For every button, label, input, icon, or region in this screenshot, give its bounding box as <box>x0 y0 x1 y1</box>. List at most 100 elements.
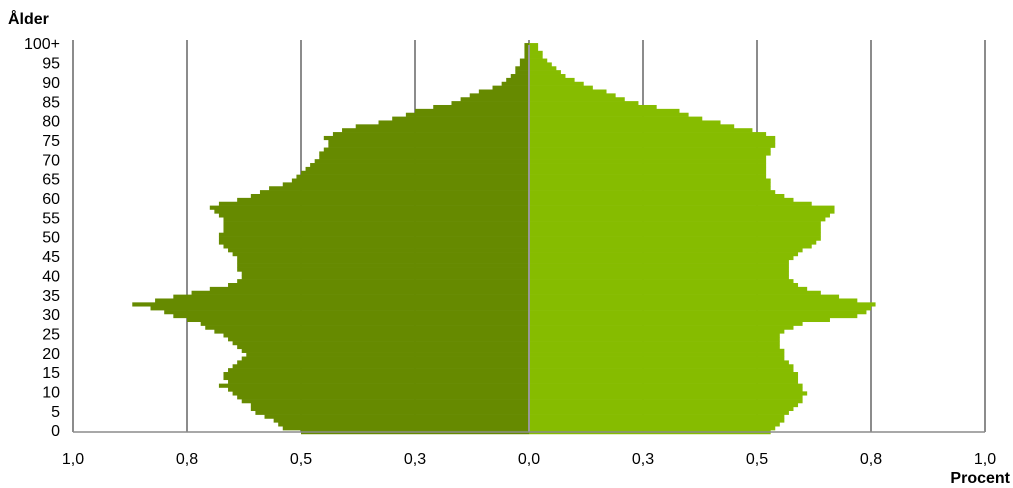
bar <box>237 263 529 268</box>
bar <box>246 352 529 357</box>
bar <box>332 132 529 137</box>
bar <box>237 255 529 261</box>
bar <box>328 139 529 144</box>
bar <box>319 155 529 160</box>
bar <box>529 93 616 98</box>
bar <box>529 205 835 210</box>
bar <box>529 186 771 191</box>
bar <box>529 418 785 423</box>
bar <box>323 147 529 152</box>
bar <box>529 108 680 114</box>
bar <box>529 290 821 295</box>
bar <box>469 93 529 98</box>
bar <box>223 244 530 249</box>
bar <box>529 85 593 90</box>
y-tick-label: 30 <box>42 307 60 324</box>
bar <box>237 279 529 284</box>
bar <box>228 379 530 384</box>
bar <box>529 236 821 241</box>
bar <box>214 209 530 214</box>
bar <box>529 283 799 288</box>
bar <box>529 410 789 415</box>
bar <box>529 97 625 102</box>
bar <box>524 54 529 59</box>
bar <box>529 248 803 253</box>
bar <box>241 356 529 361</box>
bar <box>237 395 529 400</box>
bar <box>191 290 529 295</box>
bar <box>529 302 876 307</box>
bar <box>529 426 776 431</box>
bar <box>173 313 529 319</box>
bar <box>228 248 530 253</box>
bar <box>529 406 794 412</box>
x-tick-label: 0,3 <box>632 451 654 468</box>
x-tick-label: 0,5 <box>290 451 312 468</box>
bar <box>209 205 530 210</box>
x-tick-label: 0,3 <box>404 451 426 468</box>
bar <box>228 283 530 288</box>
y-tick-label: 95 <box>42 56 60 73</box>
y-axis-label: Ålder <box>8 9 49 28</box>
bar <box>529 70 561 75</box>
bar <box>291 178 529 183</box>
bar <box>529 163 767 168</box>
bar <box>529 275 789 280</box>
bar <box>237 197 529 203</box>
x-tick-label: 1,0 <box>62 451 84 468</box>
bar <box>232 364 529 369</box>
bar <box>218 383 530 388</box>
bar <box>228 387 530 392</box>
bar <box>529 356 785 361</box>
bar <box>282 426 529 431</box>
bar <box>529 310 867 315</box>
bar <box>232 341 529 346</box>
bar <box>529 395 803 400</box>
bar <box>241 348 529 353</box>
bar <box>214 329 530 334</box>
bar <box>250 193 529 199</box>
bar <box>241 399 529 404</box>
bar <box>529 217 826 222</box>
bar <box>529 147 771 152</box>
bar <box>378 120 529 125</box>
bar <box>529 240 817 245</box>
bar <box>515 66 529 71</box>
bar <box>218 240 530 245</box>
bar <box>529 252 799 257</box>
bar <box>155 298 529 303</box>
bar <box>529 135 776 141</box>
bar <box>529 101 639 106</box>
bar <box>529 166 767 172</box>
bar <box>529 333 780 338</box>
bar <box>319 151 529 156</box>
bar <box>529 209 835 214</box>
bar <box>529 155 767 160</box>
bar <box>529 151 771 156</box>
bar <box>529 414 785 419</box>
bar <box>223 224 530 230</box>
bar <box>205 325 530 330</box>
bar <box>241 275 529 280</box>
y-tick-label: 80 <box>42 114 60 131</box>
bar <box>187 317 529 323</box>
bar <box>232 252 529 257</box>
bar <box>529 379 799 384</box>
bar <box>529 112 689 117</box>
bar <box>529 399 803 404</box>
bar <box>259 190 529 195</box>
bar <box>223 372 530 377</box>
bar <box>296 174 529 179</box>
bar <box>529 66 557 71</box>
bar <box>529 104 657 110</box>
bar <box>529 383 803 388</box>
bar <box>478 89 529 94</box>
y-tick-label: 5 <box>51 404 60 421</box>
bar <box>515 70 529 75</box>
bar <box>529 294 840 299</box>
bar <box>278 422 529 427</box>
y-tick-label: 20 <box>42 346 60 363</box>
bar <box>529 77 575 83</box>
bar <box>529 159 767 164</box>
bar <box>524 50 529 55</box>
